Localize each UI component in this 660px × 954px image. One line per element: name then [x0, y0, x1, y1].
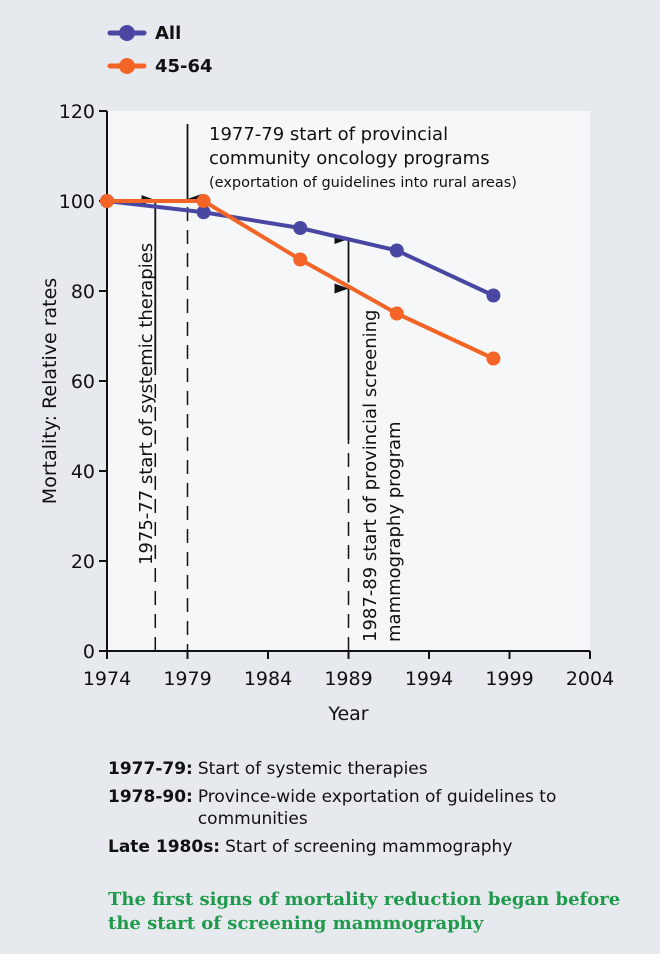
- chart: 0 20 40 60 80 100 120 1974 1979 1984 1989 1994 1999 2…: [39, 23, 614, 725]
- y-tick-label: 20: [71, 551, 95, 573]
- y-tick-label: 80: [71, 281, 95, 303]
- y-axis-title: Mortality: Relative rates: [39, 278, 61, 504]
- legend-label: All: [155, 23, 181, 44]
- note-value: Province-wide exportation of guidelines …: [197, 787, 557, 829]
- note-value: Start of screening mammography: [225, 837, 513, 857]
- y-tick-label: 120: [59, 101, 95, 123]
- x-tick-label: 1994: [405, 668, 453, 690]
- note-key: 1978-90:: [108, 787, 193, 807]
- systemic-annotation-text: 1975-77 start of systemic therapies: [136, 243, 157, 565]
- x-tick-label: 1974: [83, 668, 131, 690]
- series-1-point: [100, 194, 114, 208]
- notes-list: 1977-79: Start of systemic therapies 197…: [108, 758, 648, 864]
- note-value: Start of systemic therapies: [197, 759, 428, 779]
- y-tick-label: 0: [83, 641, 95, 663]
- x-tick-label: 1999: [485, 668, 533, 690]
- series-1-point: [486, 351, 501, 366]
- oncology-annotation-line2: community oncology programs: [209, 148, 490, 169]
- series-1-point: [196, 194, 211, 208]
- legend-label: 45-64: [155, 56, 213, 77]
- x-axis-title: Year: [327, 703, 368, 725]
- note-systemic: 1977-79: Start of systemic therapies: [108, 758, 648, 780]
- x-tick-label: 1979: [163, 668, 211, 690]
- y-tick-label: 100: [59, 191, 95, 213]
- note-key: Late 1980s:: [108, 837, 221, 857]
- x-tick-label: 1989: [324, 668, 372, 690]
- legend-marker: [119, 58, 135, 74]
- series-1-point: [293, 252, 308, 267]
- series-0-point: [293, 221, 308, 235]
- note-key: 1977-79:: [108, 759, 193, 779]
- x-tick-label: 2004: [566, 668, 614, 690]
- series-0-point: [389, 243, 404, 258]
- y-tick-label: 60: [71, 371, 95, 393]
- oncology-annotation-line1: 1977-79 start of provincial: [209, 124, 448, 145]
- screening-annotation-line1: 1987-89 start of provincial screening: [360, 310, 381, 642]
- screening-annotation-line2: mammography program: [384, 421, 405, 642]
- conclusion-text: The first signs of mortality reduction b…: [108, 889, 621, 934]
- note-screening: Late 1980s: Start of screening mammograp…: [108, 836, 648, 858]
- legend-marker: [119, 25, 135, 41]
- x-tick-label: 1984: [244, 668, 292, 690]
- oncology-annotation-note: (exportation of guidelines into rural ar…: [209, 175, 517, 191]
- series-0-point: [196, 205, 211, 220]
- note-guidelines: 1978-90: Province-wide exportation of gu…: [108, 786, 648, 830]
- series-0-point: [486, 288, 501, 303]
- series-1-point: [389, 306, 404, 321]
- y-tick-label: 40: [71, 461, 95, 483]
